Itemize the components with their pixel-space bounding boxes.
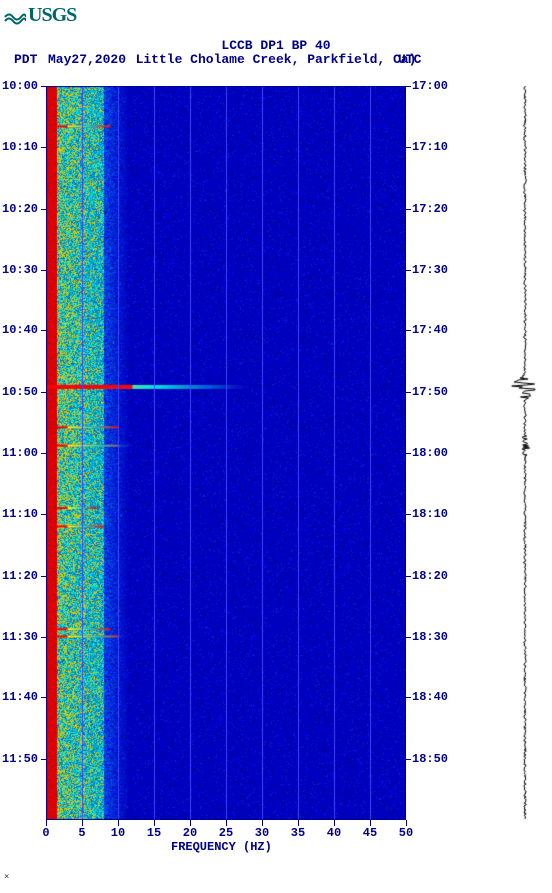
y-tick-mark <box>41 147 46 148</box>
x-tick-label: 25 <box>219 826 233 840</box>
y-tick-left: 11:20 <box>2 569 38 583</box>
y-tick-mark <box>41 576 46 577</box>
plot-title: LCCB DP1 BP 40 <box>0 38 552 53</box>
y-tick-left: 11:00 <box>2 446 38 460</box>
wave-icon <box>4 7 26 25</box>
x-axis-label: FREQUENCY (HZ) <box>171 840 272 854</box>
y-tick-left: 10:10 <box>2 140 38 154</box>
y-tick-mark <box>406 392 411 393</box>
x-tick-label: 45 <box>363 826 377 840</box>
x-tick-label: 30 <box>255 826 269 840</box>
y-tick-mark <box>41 453 46 454</box>
x-tick-label: 0 <box>42 826 49 840</box>
y-tick-left: 11:30 <box>2 630 38 644</box>
y-tick-mark <box>406 209 411 210</box>
y-tick-right: 18:50 <box>412 752 448 766</box>
y-tick-mark <box>406 270 411 271</box>
x-tick-label: 10 <box>111 826 125 840</box>
y-tick-left: 11:50 <box>2 752 38 766</box>
y-tick-left: 10:50 <box>2 385 38 399</box>
y-tick-mark <box>406 576 411 577</box>
y-tick-mark <box>406 637 411 638</box>
x-tick-label: 15 <box>147 826 161 840</box>
y-tick-mark <box>406 330 411 331</box>
waveform-canvas <box>502 86 548 820</box>
y-tick-right: 17:30 <box>412 263 448 277</box>
y-tick-left: 10:30 <box>2 263 38 277</box>
y-tick-mark <box>406 453 411 454</box>
y-tick-right: 17:10 <box>412 140 448 154</box>
x-tick-label: 50 <box>399 826 413 840</box>
x-tick-label: 20 <box>183 826 197 840</box>
y-tick-left: 10:20 <box>2 202 38 216</box>
y-tick-mark <box>41 270 46 271</box>
location-label: Little Cholame Creek, Parkfield, Ca) <box>0 52 552 67</box>
y-tick-mark <box>41 697 46 698</box>
usgs-logo: USGS <box>4 4 76 27</box>
y-tick-mark <box>41 759 46 760</box>
y-tick-right: 18:40 <box>412 690 448 704</box>
spectrogram-area <box>46 86 406 820</box>
y-tick-mark <box>41 330 46 331</box>
y-tick-mark <box>406 514 411 515</box>
y-tick-right: 18:20 <box>412 569 448 583</box>
spectrogram-canvas <box>46 86 406 820</box>
x-tick-label: 35 <box>291 826 305 840</box>
y-tick-left: 11:40 <box>2 690 38 704</box>
y-tick-right: 17:40 <box>412 323 448 337</box>
y-tick-right: 18:30 <box>412 630 448 644</box>
y-tick-mark <box>406 147 411 148</box>
y-tick-mark <box>406 86 411 87</box>
y-tick-right: 18:10 <box>412 507 448 521</box>
x-tick-label: 40 <box>327 826 341 840</box>
y-tick-mark <box>406 759 411 760</box>
y-tick-mark <box>41 86 46 87</box>
x-tick-label: 5 <box>78 826 85 840</box>
logo-text: USGS <box>28 4 76 27</box>
corner-mark: × <box>4 872 9 882</box>
y-tick-left: 11:10 <box>2 507 38 521</box>
y-tick-left: 10:40 <box>2 323 38 337</box>
y-tick-right: 17:50 <box>412 385 448 399</box>
y-tick-mark <box>406 697 411 698</box>
y-tick-right: 17:00 <box>412 79 448 93</box>
y-tick-mark <box>41 392 46 393</box>
y-tick-right: 17:20 <box>412 202 448 216</box>
y-tick-left: 10:00 <box>2 79 38 93</box>
y-tick-mark <box>41 209 46 210</box>
tz-right-label: UTC <box>398 52 421 67</box>
y-tick-right: 18:00 <box>412 446 448 460</box>
y-tick-mark <box>41 637 46 638</box>
y-tick-mark <box>41 514 46 515</box>
